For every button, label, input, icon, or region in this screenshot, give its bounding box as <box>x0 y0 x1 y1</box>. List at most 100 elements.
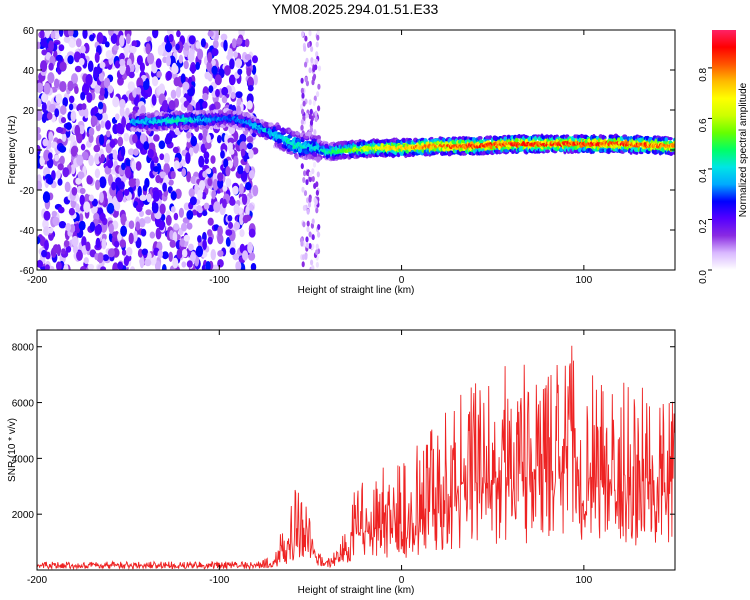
spectrogram-cell <box>48 62 54 71</box>
spectrogram-cell <box>203 202 210 210</box>
spectrogram-cell <box>119 239 126 248</box>
spectrogram-cell <box>227 215 233 222</box>
spectrogram-cell <box>196 204 202 212</box>
spectrogram-cell <box>48 103 56 113</box>
snr-frame <box>36 329 676 571</box>
colorbar-tick-label: 0.4 <box>698 169 709 183</box>
spectrogram-cell <box>653 149 658 155</box>
spectrogram-cell <box>406 153 413 158</box>
spectrogram-cell <box>302 205 306 211</box>
spectrogram-cell <box>157 122 162 127</box>
spectrogram-cell <box>65 122 72 131</box>
figure-title: YM08.2025.294.01.51.E33 <box>272 1 439 17</box>
spectrogram-cell <box>65 223 72 232</box>
spectrogram-cell <box>315 261 319 268</box>
spectrogram-cell <box>202 128 208 138</box>
spectrogram-cell <box>316 91 320 98</box>
spectrogram-cell <box>160 213 166 222</box>
spectrogram-cell <box>143 92 149 100</box>
spectrogram-cell <box>147 148 154 159</box>
spectrogram-cell <box>112 262 119 270</box>
spectrogram-cell <box>300 119 304 125</box>
spectrogram-cell <box>142 184 148 192</box>
spectrogram-y-tick-label: -40 <box>20 226 35 237</box>
spectrogram-cell <box>112 96 120 108</box>
spectrogram-cell <box>107 159 114 169</box>
spectrogram-cell <box>308 99 312 106</box>
spectrogram-cell <box>86 92 93 103</box>
spectrogram-cell <box>173 212 179 221</box>
spectrogram-cell <box>186 210 194 220</box>
spectrogram-cell <box>50 30 56 40</box>
spectrogram-cell <box>123 188 130 196</box>
spectrogram-cell <box>37 145 41 152</box>
spectrogram-cell <box>186 131 191 139</box>
spectrogram-cell <box>211 48 219 57</box>
spectrogram-cell <box>202 92 209 101</box>
spectrogram-cell <box>207 52 213 63</box>
colorbar-tick-label: 0.2 <box>698 219 709 233</box>
spectrogram-cell <box>309 108 313 115</box>
spectrogram-cell <box>168 34 174 43</box>
spectrogram-cell <box>300 77 304 84</box>
spectrogram-cell <box>315 41 319 48</box>
spectrogram-cell <box>239 213 244 226</box>
spectrogram-cell <box>182 81 190 91</box>
spectrogram-cell <box>235 91 243 99</box>
spectrogram-cell <box>37 82 44 93</box>
spectrogram-cell <box>181 248 188 258</box>
spectrogram-cell <box>81 151 89 161</box>
spectrogram-cell <box>148 142 156 152</box>
spectrogram-cell <box>105 120 111 130</box>
spectrogram-cell <box>169 229 174 240</box>
snr-x-tick-label: 0 <box>399 575 405 586</box>
spectrogram-cell <box>206 229 213 237</box>
spectrogram-cell <box>99 212 106 222</box>
spectrogram-cell <box>305 179 309 186</box>
spectrogram-cell <box>154 260 161 270</box>
spectrogram-cell <box>239 229 245 238</box>
spectrogram-cell <box>195 61 200 71</box>
spectrogram-cell <box>316 171 320 178</box>
spectrogram-cell <box>151 202 159 214</box>
spectrogram-cell <box>247 241 254 254</box>
spectrogram-cell <box>142 80 150 91</box>
spectrogram-cell <box>60 117 67 124</box>
spectrogram-cell <box>116 122 123 134</box>
spectrogram-cell <box>37 236 41 245</box>
spectrogram-cell <box>44 240 49 251</box>
spectrogram-cell <box>201 191 207 200</box>
spectrogram-cell <box>128 220 135 230</box>
spectrogram-cell <box>139 194 147 201</box>
spectrogram-x-tick-label: 100 <box>576 275 593 286</box>
spectrogram-cell <box>246 67 252 77</box>
spectrogram-cell <box>202 239 207 251</box>
spectrogram-cell <box>311 234 315 241</box>
spectrogram-cell <box>58 30 64 37</box>
spectrogram-cell <box>161 264 167 270</box>
spectrogram-cell <box>128 232 134 245</box>
spectrogram-cell <box>94 52 100 63</box>
spectrogram-cell <box>88 194 95 202</box>
spectrogram-cell <box>316 156 322 162</box>
spectrogram-cell <box>47 152 53 160</box>
spectrogram-cell <box>204 71 211 80</box>
spectrogram-cell <box>306 208 310 215</box>
spectrogram-cell <box>164 113 169 118</box>
spectrogram-cell <box>233 203 240 215</box>
spectrogram-cell <box>317 83 321 90</box>
spectrogram-cell <box>303 170 307 177</box>
spectrogram-cell <box>314 199 318 205</box>
spectrogram-cell <box>297 148 303 154</box>
spectrogram-cell <box>43 82 51 95</box>
spectrogram-cell <box>311 218 315 225</box>
spectrogram-y-tick-label: 40 <box>23 66 35 77</box>
spectrogram-cell <box>44 30 51 39</box>
spectrogram-cell <box>117 261 124 270</box>
spectrogram-cell <box>308 30 312 37</box>
spectrogram-cell <box>78 213 84 223</box>
spectrogram-cell <box>99 87 105 96</box>
spectrogram-cell <box>80 143 86 151</box>
spectrogram-cell <box>120 145 126 158</box>
spectrogram-cell <box>156 71 162 78</box>
